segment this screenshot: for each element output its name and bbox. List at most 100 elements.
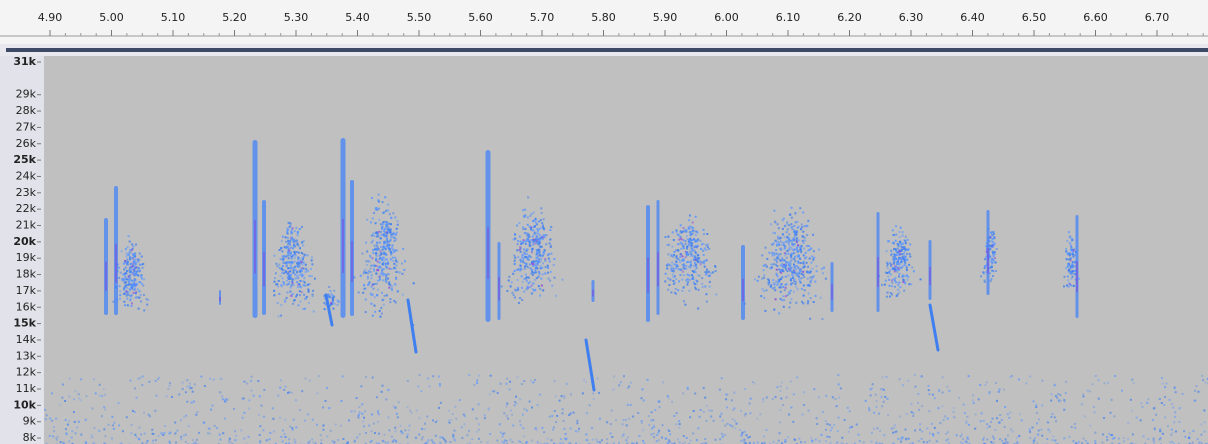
energy-dot xyxy=(522,239,525,242)
energy-dot xyxy=(138,438,141,441)
energy-dot xyxy=(380,306,383,309)
energy-dot xyxy=(386,265,389,268)
energy-dot xyxy=(527,196,530,199)
energy-dot xyxy=(985,271,988,273)
energy-dot xyxy=(757,275,760,278)
energy-dot xyxy=(618,384,621,387)
energy-dot xyxy=(724,434,727,437)
energy-dot xyxy=(796,288,799,291)
energy-dot xyxy=(381,223,384,226)
energy-dot xyxy=(1063,437,1066,440)
energy-dot xyxy=(101,394,104,397)
energy-dot xyxy=(990,265,993,268)
energy-dot xyxy=(184,440,187,443)
energy-dot xyxy=(739,429,742,431)
energy-dot xyxy=(302,255,305,258)
energy-dot xyxy=(797,254,800,257)
energy-dot xyxy=(1094,431,1097,434)
energy-dot xyxy=(1158,398,1161,400)
energy-dot xyxy=(672,239,675,241)
frequency-tick-label: 9k xyxy=(23,415,37,428)
energy-dot xyxy=(438,383,441,386)
energy-dot xyxy=(884,279,887,282)
energy-dot xyxy=(784,254,787,257)
energy-dot xyxy=(370,285,373,288)
energy-dot xyxy=(112,427,115,430)
energy-dot xyxy=(293,256,296,259)
energy-dot xyxy=(837,374,840,376)
energy-dot xyxy=(847,430,850,433)
energy-dot xyxy=(655,440,658,443)
energy-dot xyxy=(85,441,87,444)
energy-dot xyxy=(807,265,810,268)
energy-dot xyxy=(887,414,890,417)
energy-dot xyxy=(387,227,390,230)
energy-dot xyxy=(169,431,172,434)
energy-dot xyxy=(778,421,781,424)
energy-dot xyxy=(394,430,397,433)
energy-dot xyxy=(319,434,322,437)
energy-dot xyxy=(897,250,900,253)
energy-dot xyxy=(137,307,140,310)
energy-dot xyxy=(380,233,383,236)
energy-dot xyxy=(539,260,542,263)
energy-dot xyxy=(141,384,144,386)
energy-dot xyxy=(800,228,803,231)
energy-dot xyxy=(208,432,211,435)
energy-dot xyxy=(1159,430,1162,433)
energy-dot xyxy=(538,238,541,241)
energy-dot xyxy=(535,277,538,280)
energy-dot xyxy=(796,251,799,253)
energy-dot xyxy=(892,266,895,269)
energy-dot xyxy=(530,268,533,271)
energy-dot xyxy=(127,291,130,293)
energy-dot xyxy=(291,227,294,230)
energy-dot xyxy=(132,261,135,264)
energy-dot xyxy=(516,376,519,379)
energy-dot xyxy=(688,274,691,277)
energy-dot xyxy=(792,244,795,247)
time-tick-label: 5.50 xyxy=(407,11,432,24)
energy-dot xyxy=(525,264,528,267)
energy-dot xyxy=(689,255,692,257)
energy-dot xyxy=(62,442,65,444)
energy-dot xyxy=(1071,272,1074,275)
energy-dot xyxy=(754,278,756,281)
energy-dot xyxy=(124,278,127,281)
energy-dot xyxy=(528,400,531,403)
energy-dot xyxy=(592,392,595,395)
energy-dot xyxy=(1130,409,1133,412)
energy-dot xyxy=(966,415,969,418)
energy-dot xyxy=(123,300,126,303)
energy-dot xyxy=(1086,389,1089,392)
energy-dot xyxy=(596,377,599,380)
energy-dot xyxy=(511,441,514,444)
energy-dot xyxy=(788,248,791,251)
energy-dot xyxy=(841,436,844,439)
energy-dot xyxy=(1070,426,1073,428)
energy-dot xyxy=(401,293,404,296)
energy-dot xyxy=(390,435,393,438)
energy-dot xyxy=(563,427,566,430)
energy-dot xyxy=(926,427,929,430)
energy-dot xyxy=(195,413,198,416)
energy-dot xyxy=(892,255,895,258)
energy-dot xyxy=(434,421,437,424)
energy-dot xyxy=(785,256,788,259)
energy-dot xyxy=(363,287,366,290)
energy-dot xyxy=(896,270,899,273)
energy-dot xyxy=(779,240,782,243)
energy-dot xyxy=(377,288,379,291)
energy-dot xyxy=(786,387,788,390)
energy-dot xyxy=(1029,431,1032,434)
energy-dot xyxy=(312,289,315,292)
energy-dot xyxy=(250,389,253,392)
energy-dot xyxy=(1019,413,1022,416)
energy-dot xyxy=(774,289,777,292)
energy-dot xyxy=(157,435,160,437)
energy-dot xyxy=(272,430,275,433)
energy-dot xyxy=(895,261,898,264)
energy-dot xyxy=(369,254,372,257)
energy-dot xyxy=(393,251,396,254)
energy-dot xyxy=(373,296,376,299)
